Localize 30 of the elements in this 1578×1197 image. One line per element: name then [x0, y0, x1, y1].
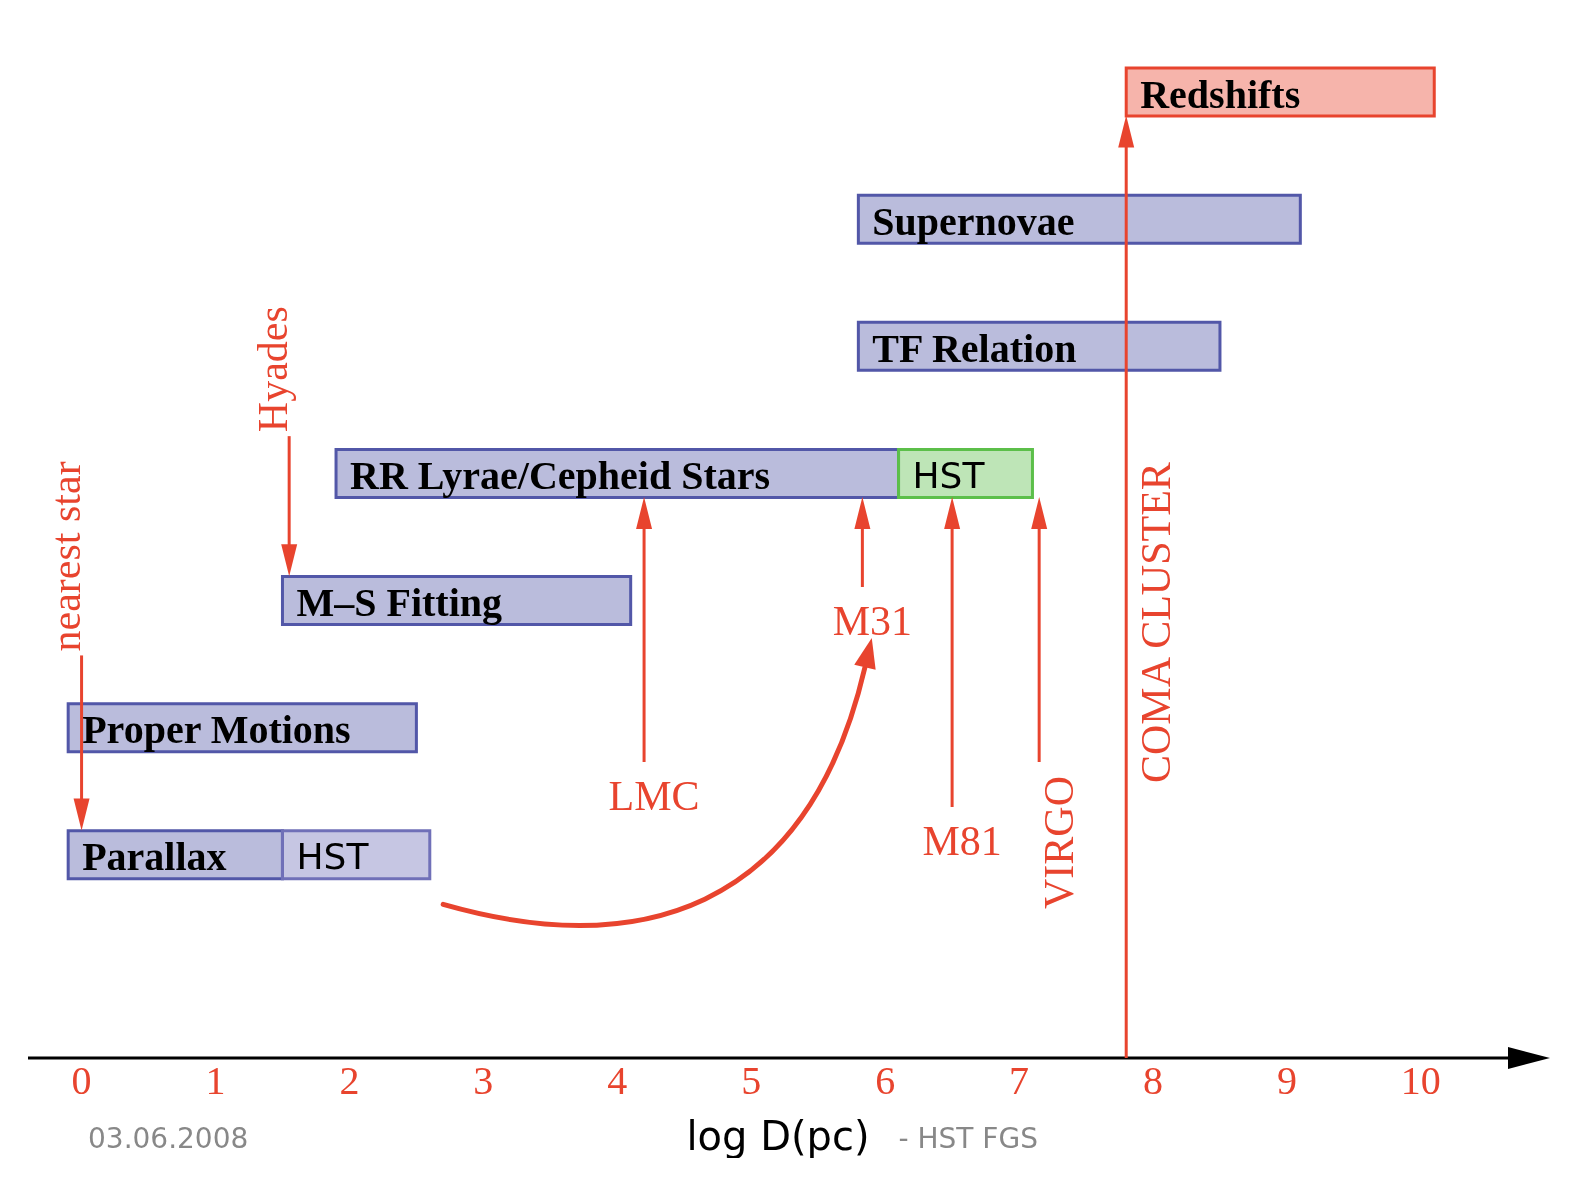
text: 03.06.2008	[88, 1122, 249, 1155]
y-tick-label: Redshifts	[1140, 71, 1301, 117]
text: HST	[296, 836, 369, 878]
y-tick-label: Supernovae	[872, 198, 1075, 244]
x-tick-label: 6	[875, 1058, 896, 1104]
x-tick-label: 3	[473, 1058, 494, 1104]
x-tick-label: 8	[1143, 1058, 1163, 1104]
y-tick-label: M–S Fitting	[296, 580, 503, 626]
x-tick-label: 9	[1276, 1058, 1297, 1104]
series-label: HST	[912, 454, 986, 496]
y-tick-label: RR Lyrae/Cepheid Stars	[350, 452, 771, 498]
x-tick-label: 4	[607, 1058, 628, 1104]
x-tick-label: 7	[1009, 1058, 1030, 1104]
x-axis-title: log D(pc)	[686, 1113, 870, 1159]
ref-line-label: VIRGO	[1036, 776, 1083, 909]
y-tick-label: TF Relation	[872, 325, 1077, 371]
x-tick-label: 2	[339, 1058, 360, 1104]
text: - HST FGS	[898, 1122, 1038, 1155]
ref-line-label: LMC	[608, 773, 700, 819]
y-tick-label: Proper Motions	[82, 707, 351, 753]
ref-line-label: nearest star	[42, 461, 89, 652]
ref-line-label: M81	[922, 818, 1002, 864]
x-tick-label: 5	[741, 1058, 762, 1104]
ref-line-label: M31	[832, 598, 913, 644]
ref-line-label: COMA CLUSTER	[1133, 462, 1180, 783]
x-tick-label: 0	[71, 1058, 92, 1104]
x-tick-label: 1	[205, 1058, 226, 1104]
ref-line-label: Hyades	[250, 306, 297, 433]
y-tick-label: Parallax	[82, 834, 227, 880]
x-tick-label: 10	[1400, 1058, 1441, 1104]
